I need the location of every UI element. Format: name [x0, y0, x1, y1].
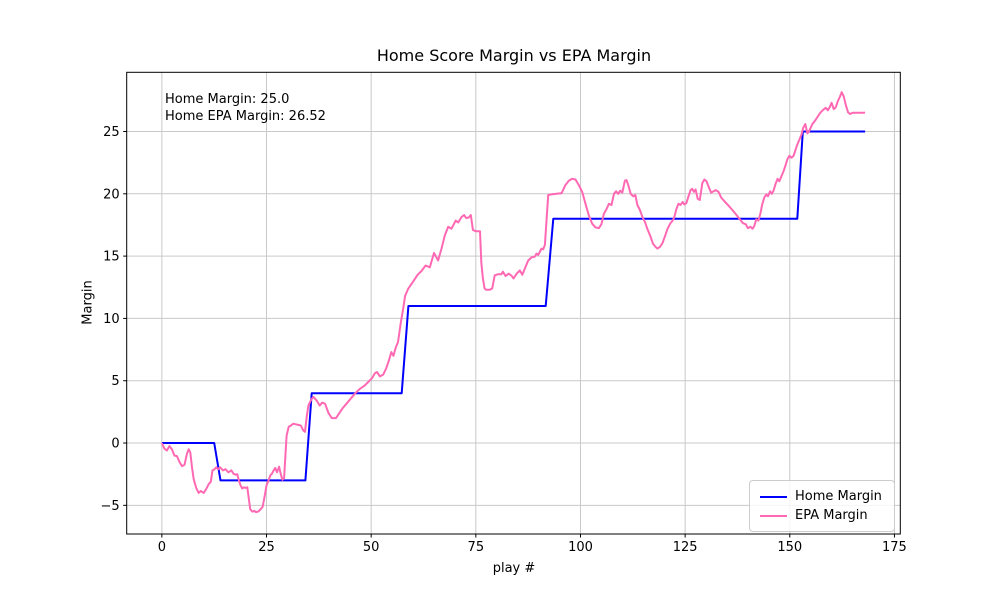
- svg-text:50: 50: [363, 540, 380, 555]
- svg-text:15: 15: [103, 250, 120, 265]
- svg-text:125: 125: [673, 540, 698, 555]
- svg-text:25: 25: [103, 125, 120, 140]
- svg-text:20: 20: [103, 187, 120, 202]
- legend-label-epa-margin: EPA Margin: [795, 508, 868, 523]
- plot-grid: [126, 72, 901, 534]
- legend: Home Margin EPA Margin: [749, 480, 895, 532]
- svg-text:175: 175: [882, 540, 907, 555]
- svg-text:25: 25: [258, 540, 275, 555]
- svg-text:0: 0: [111, 437, 119, 452]
- home-margin-line: [161, 130, 866, 482]
- annotation-line-1: Home Margin: 25.0: [165, 92, 290, 107]
- x-axis-label: play #: [492, 561, 536, 576]
- svg-text:75: 75: [468, 540, 485, 555]
- svg-text:0: 0: [158, 540, 166, 555]
- home-margin-line-swatch: [760, 495, 787, 498]
- legend-entry-home-margin: Home Margin: [760, 487, 885, 506]
- chart-title: Home Score Margin vs EPA Margin: [376, 46, 652, 65]
- svg-text:−5: −5: [101, 499, 120, 514]
- x-tick-labels: 0 25 50 75 100 125 150 175: [158, 540, 907, 555]
- legend-entry-epa-margin: EPA Margin: [760, 506, 885, 525]
- plot-spines: [126, 71, 901, 535]
- y-axis-label: Margin: [80, 280, 96, 325]
- axis-ticks: [123, 130, 895, 538]
- y-tick-labels: −5 0 5 10 15 20 25: [101, 125, 120, 514]
- annotation-text: Home Margin: 25.0 Home EPA Margin: 26.52: [165, 92, 326, 125]
- epa-margin-line: [160, 91, 866, 514]
- svg-text:5: 5: [111, 374, 119, 389]
- epa-margin-line-swatch: [760, 514, 787, 517]
- legend-label-home-margin: Home Margin: [795, 489, 882, 504]
- svg-text:100: 100: [568, 540, 593, 555]
- svg-text:150: 150: [777, 540, 802, 555]
- svg-text:10: 10: [103, 312, 120, 327]
- annotation-line-2: Home EPA Margin: 26.52: [165, 108, 326, 124]
